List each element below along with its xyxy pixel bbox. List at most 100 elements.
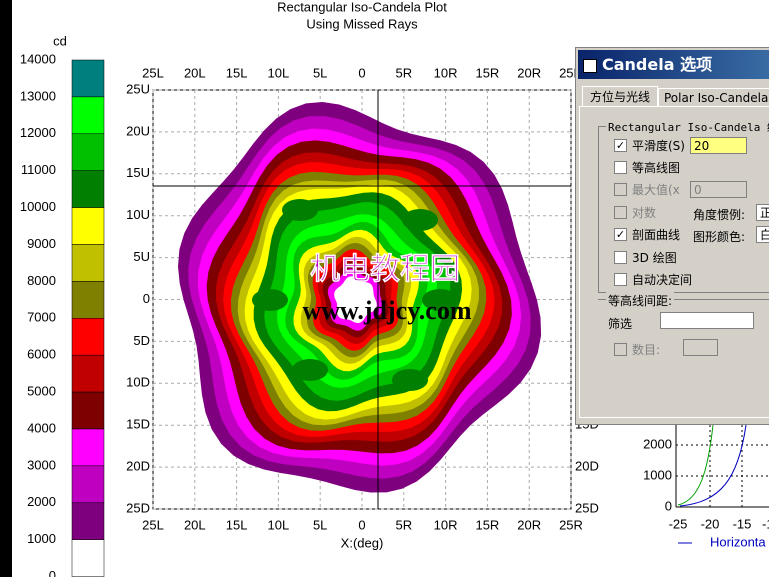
label: 剖面曲线	[632, 228, 681, 242]
x-tick-label: 25L	[142, 517, 164, 532]
x-tick-label: 5R	[395, 517, 412, 532]
group-box	[598, 299, 769, 370]
y-tick-label: 15D	[126, 417, 150, 432]
x-label: X:(deg)	[341, 535, 384, 550]
y-tick-label: 1000	[643, 467, 672, 482]
y-tick-label: 5D	[133, 333, 150, 348]
plot-subtitle: Using Missed Rays	[306, 16, 418, 31]
select[interactable]: 正	[756, 204, 769, 221]
x-tick-label: 20R	[517, 517, 541, 532]
x-tick-label: 20L	[184, 517, 206, 532]
label: 角度惯例:	[693, 208, 746, 222]
left-strip	[0, 0, 12, 577]
label: 最大值(x	[632, 183, 680, 197]
watermark: 机电教程园	[310, 252, 460, 287]
icon	[583, 59, 597, 73]
checkbox	[614, 206, 627, 219]
y-tick-label: 15U	[126, 165, 150, 180]
checkbox[interactable]: ✓	[614, 139, 627, 152]
title-bar[interactable]: Candela 选项	[578, 50, 769, 79]
text-input[interactable]: 20	[690, 137, 747, 154]
x-tick-label: 10L	[268, 517, 290, 532]
curve	[679, 424, 747, 507]
checkbox	[614, 183, 627, 196]
contour-patch	[422, 289, 458, 311]
label: 对数	[632, 206, 657, 220]
y-tick-label: 20U	[126, 123, 150, 138]
contour-patch	[252, 289, 288, 311]
tab[interactable]: 方位与光线	[582, 86, 658, 107]
legend-label: 5000	[27, 384, 56, 399]
label: 等高线图	[632, 161, 681, 175]
y-tick-label: 25D	[126, 500, 150, 515]
x-tick-label: 0	[358, 517, 365, 532]
contour-patch	[282, 199, 318, 221]
group-label: 等高线间距:	[606, 292, 675, 309]
select[interactable]: 白	[756, 226, 769, 243]
legend-swatch	[71, 244, 105, 282]
x-tick-label: 15R	[475, 517, 499, 532]
curve	[677, 424, 714, 506]
x-tick-label: 5L	[313, 517, 327, 532]
x-tick-label: 25L	[142, 65, 164, 80]
checkbox[interactable]	[614, 273, 627, 286]
legend-label: 2000	[27, 494, 56, 509]
label: 平滑度(S)	[632, 139, 685, 153]
y-tick-label: 20D	[575, 459, 599, 474]
legend-swatch	[71, 539, 105, 577]
y-tick-label: 10U	[126, 207, 150, 222]
legend-label: 9000	[27, 236, 56, 251]
dialog: Candela 选项 方位与光线 Polar Iso-Candela Recta…	[575, 47, 769, 425]
text-input: 0	[690, 181, 747, 198]
label: 自动决定间	[632, 273, 693, 287]
legend-label: 12000	[20, 125, 56, 140]
ticks: 25L 25L 20L 20L 15L 15L 10L 10L 5L 5L 0 0 5R 5R 10R 10R…	[126, 65, 599, 532]
legend-label: 13000	[20, 88, 56, 103]
x-tick-label: 15L	[226, 65, 248, 80]
legend-swatch	[71, 133, 105, 171]
label: 筛选	[608, 317, 633, 331]
x-tick-label: 15L	[226, 517, 248, 532]
checkbox[interactable]: ✓	[614, 228, 627, 241]
color-legend: 1400013000120001100010000900080007000600…	[20, 51, 105, 577]
checkbox[interactable]	[614, 161, 627, 174]
legend-swatch	[71, 428, 105, 467]
legend-swatch	[71, 318, 105, 356]
x-tick-label: -25	[669, 516, 688, 531]
checkbox[interactable]	[614, 251, 627, 264]
watermark-url: www.jdjcy.com	[303, 296, 472, 325]
group-label: Rectangular Iso-Candela 绘图	[606, 119, 769, 135]
y-tick-label: 25U	[126, 81, 150, 96]
legend-label: 7000	[27, 310, 56, 325]
x-tick-label: -20	[701, 516, 720, 531]
text-input[interactable]	[660, 312, 754, 329]
label: 数目:	[632, 343, 661, 357]
legend-swatch	[71, 207, 105, 245]
legend-label: 4000	[27, 420, 56, 435]
legend-swatch	[71, 59, 105, 98]
y-tick-label: 0	[143, 291, 150, 306]
x-tick-label: 25R	[559, 517, 583, 532]
label: 图形颜色:	[693, 230, 746, 244]
y-tick-label: 20D	[126, 459, 150, 474]
tab[interactable]: Polar Iso-Candela	[658, 88, 769, 107]
contour-band	[334, 276, 377, 323]
tab-panel	[579, 106, 769, 418]
x-tick-label: 5R	[395, 65, 412, 80]
x-tick-label: 20L	[184, 65, 206, 80]
legend-swatch	[71, 354, 105, 393]
x-tick-label: 5L	[313, 65, 327, 80]
y-tick-label: 25D	[575, 500, 599, 515]
x-tick-label: 10R	[434, 517, 458, 532]
y-tick-label: 5U	[133, 249, 150, 264]
y-tick-label: 0	[665, 498, 672, 513]
legend-swatch	[71, 281, 105, 319]
contour-patch	[392, 369, 428, 391]
x-tick-label: 20R	[517, 65, 541, 80]
legend-label: 8000	[27, 273, 56, 288]
legend-label: 14000	[20, 51, 56, 66]
x-tick-label: 10R	[434, 65, 458, 80]
contour-patch	[402, 209, 438, 231]
x-tick-label: -15	[733, 516, 752, 531]
